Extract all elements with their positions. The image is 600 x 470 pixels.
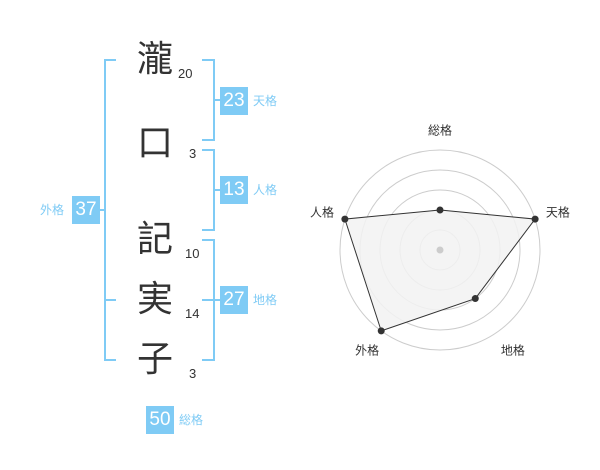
radar-point-5 — [341, 215, 349, 223]
jinkaku-label: 人格 — [253, 183, 278, 197]
soukaku-value: 50 — [146, 406, 174, 434]
strokes-5: 3 — [189, 366, 197, 381]
strokes-3: 10 — [185, 246, 200, 261]
radar-axis-label: 総格 — [427, 123, 453, 138]
radar-area — [344, 209, 537, 332]
radar-point-1 — [436, 206, 444, 214]
soukaku-label: 総格 — [179, 413, 204, 427]
radar-axis-label: 人格 — [310, 205, 335, 220]
gaikaku-label: 外格 — [40, 203, 65, 217]
char-5: 子 — [136, 339, 173, 380]
radar-center — [436, 246, 444, 254]
jinkaku-value: 13 — [220, 176, 248, 204]
gaikaku-value: 37 — [72, 196, 100, 224]
strokes-1: 20 — [178, 66, 193, 81]
radar-point-3 — [471, 295, 479, 303]
char-3: 記 — [136, 219, 173, 260]
radar-axis-label: 地格 — [500, 343, 525, 358]
strokes-4: 14 — [185, 306, 200, 321]
radar-point-4 — [377, 327, 385, 335]
tenkaku-label: 天格 — [253, 94, 278, 108]
chikaku-value: 27 — [220, 286, 248, 314]
radar-point-2 — [531, 215, 539, 223]
tenkaku-value: 23 — [220, 87, 248, 115]
char-4: 実 — [136, 279, 173, 320]
char-2: 口 — [136, 123, 173, 164]
char-1: 瀧 — [136, 39, 173, 80]
strokes-2: 3 — [189, 146, 197, 161]
radar-ring — [339, 149, 541, 351]
radar-axis-label: 天格 — [545, 205, 570, 220]
chikaku-label: 地格 — [253, 293, 278, 307]
radar-axis-label: 外格 — [355, 343, 380, 358]
